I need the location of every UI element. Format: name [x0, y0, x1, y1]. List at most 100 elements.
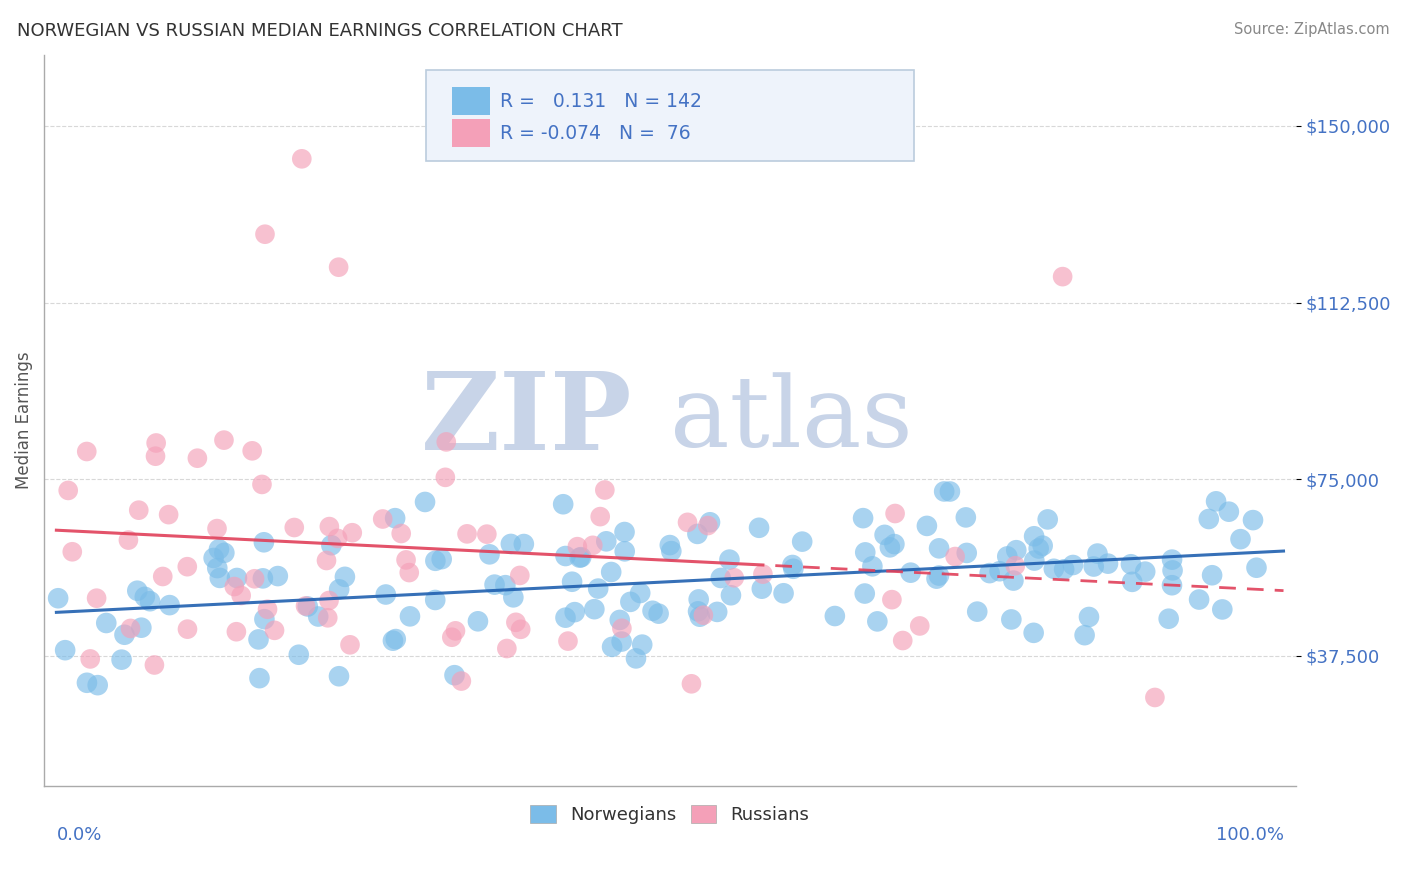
Point	[76, 444, 98, 458]
Point	[939, 484, 962, 499]
Point	[583, 602, 606, 616]
Point	[1157, 612, 1180, 626]
Point	[658, 538, 681, 552]
Point	[1241, 513, 1264, 527]
Point	[1161, 578, 1184, 592]
Point	[395, 553, 418, 567]
Point	[291, 152, 314, 166]
Text: Source: ZipAtlas.com: Source: ZipAtlas.com	[1233, 22, 1389, 37]
Point	[256, 602, 278, 616]
Point	[641, 604, 664, 618]
Point	[318, 593, 340, 607]
Point	[699, 516, 721, 530]
Point	[752, 567, 775, 582]
Point	[1135, 565, 1157, 579]
Point	[853, 545, 876, 559]
Point	[263, 624, 285, 638]
Point	[891, 633, 914, 648]
Point	[152, 569, 174, 583]
Point	[688, 592, 710, 607]
Point	[772, 586, 794, 600]
Point	[139, 594, 162, 608]
Point	[1161, 563, 1184, 577]
Point	[53, 643, 76, 657]
Point	[176, 559, 198, 574]
Point	[208, 542, 231, 557]
Point	[86, 591, 108, 606]
Point	[706, 605, 728, 619]
Text: ZIP: ZIP	[420, 368, 633, 474]
Point	[723, 571, 745, 585]
Point	[128, 503, 150, 517]
Point	[1024, 553, 1046, 567]
Point	[249, 671, 271, 685]
Point	[782, 558, 804, 572]
Point	[567, 540, 589, 554]
Point	[1083, 559, 1105, 574]
Point	[718, 552, 741, 566]
Point	[659, 544, 682, 558]
Point	[1028, 541, 1050, 556]
Point	[202, 551, 225, 566]
Point	[315, 553, 337, 567]
Point	[1078, 610, 1101, 624]
Point	[225, 624, 247, 639]
Point	[1201, 568, 1223, 582]
Point	[589, 509, 612, 524]
Point	[444, 624, 467, 638]
Point	[600, 640, 623, 654]
Point	[318, 519, 340, 533]
Point	[610, 634, 633, 648]
Point	[569, 550, 592, 565]
Point	[253, 535, 276, 549]
Point	[692, 608, 714, 623]
Point	[883, 537, 905, 551]
Point	[328, 260, 350, 275]
Point	[46, 591, 69, 606]
Point	[288, 648, 311, 662]
Point	[966, 605, 988, 619]
Point	[879, 541, 901, 555]
Point	[956, 546, 979, 560]
Point	[686, 604, 709, 618]
Point	[440, 630, 463, 644]
Point	[212, 433, 235, 447]
Point	[425, 554, 447, 568]
Point	[205, 522, 228, 536]
Point	[586, 582, 609, 596]
Point	[374, 587, 396, 601]
Point	[214, 546, 236, 560]
Point	[955, 510, 977, 524]
Point	[595, 534, 617, 549]
Point	[619, 595, 641, 609]
Point	[339, 638, 361, 652]
Point	[979, 566, 1001, 580]
Point	[226, 571, 249, 585]
Point	[145, 436, 167, 450]
Point	[297, 599, 319, 614]
Text: NORWEGIAN VS RUSSIAN MEDIAN EARNINGS CORRELATION CHART: NORWEGIAN VS RUSSIAN MEDIAN EARNINGS COR…	[17, 22, 623, 40]
Point	[143, 657, 166, 672]
Point	[1022, 625, 1045, 640]
Point	[208, 571, 231, 585]
Point	[86, 678, 108, 692]
FancyBboxPatch shape	[453, 87, 489, 115]
Point	[434, 434, 457, 449]
Point	[328, 582, 350, 597]
Point	[824, 609, 846, 624]
Point	[389, 526, 412, 541]
Point	[381, 633, 404, 648]
Text: R = -0.074   N =  76: R = -0.074 N = 76	[499, 124, 690, 143]
Point	[425, 593, 447, 607]
Point	[253, 612, 276, 626]
Point	[609, 613, 631, 627]
Point	[1211, 602, 1233, 616]
Point	[553, 497, 575, 511]
Point	[398, 566, 420, 580]
Text: 100.0%: 100.0%	[1216, 826, 1284, 844]
Point	[413, 495, 436, 509]
Point	[294, 599, 316, 613]
Point	[207, 561, 229, 575]
Point	[561, 574, 583, 589]
Point	[593, 483, 616, 497]
